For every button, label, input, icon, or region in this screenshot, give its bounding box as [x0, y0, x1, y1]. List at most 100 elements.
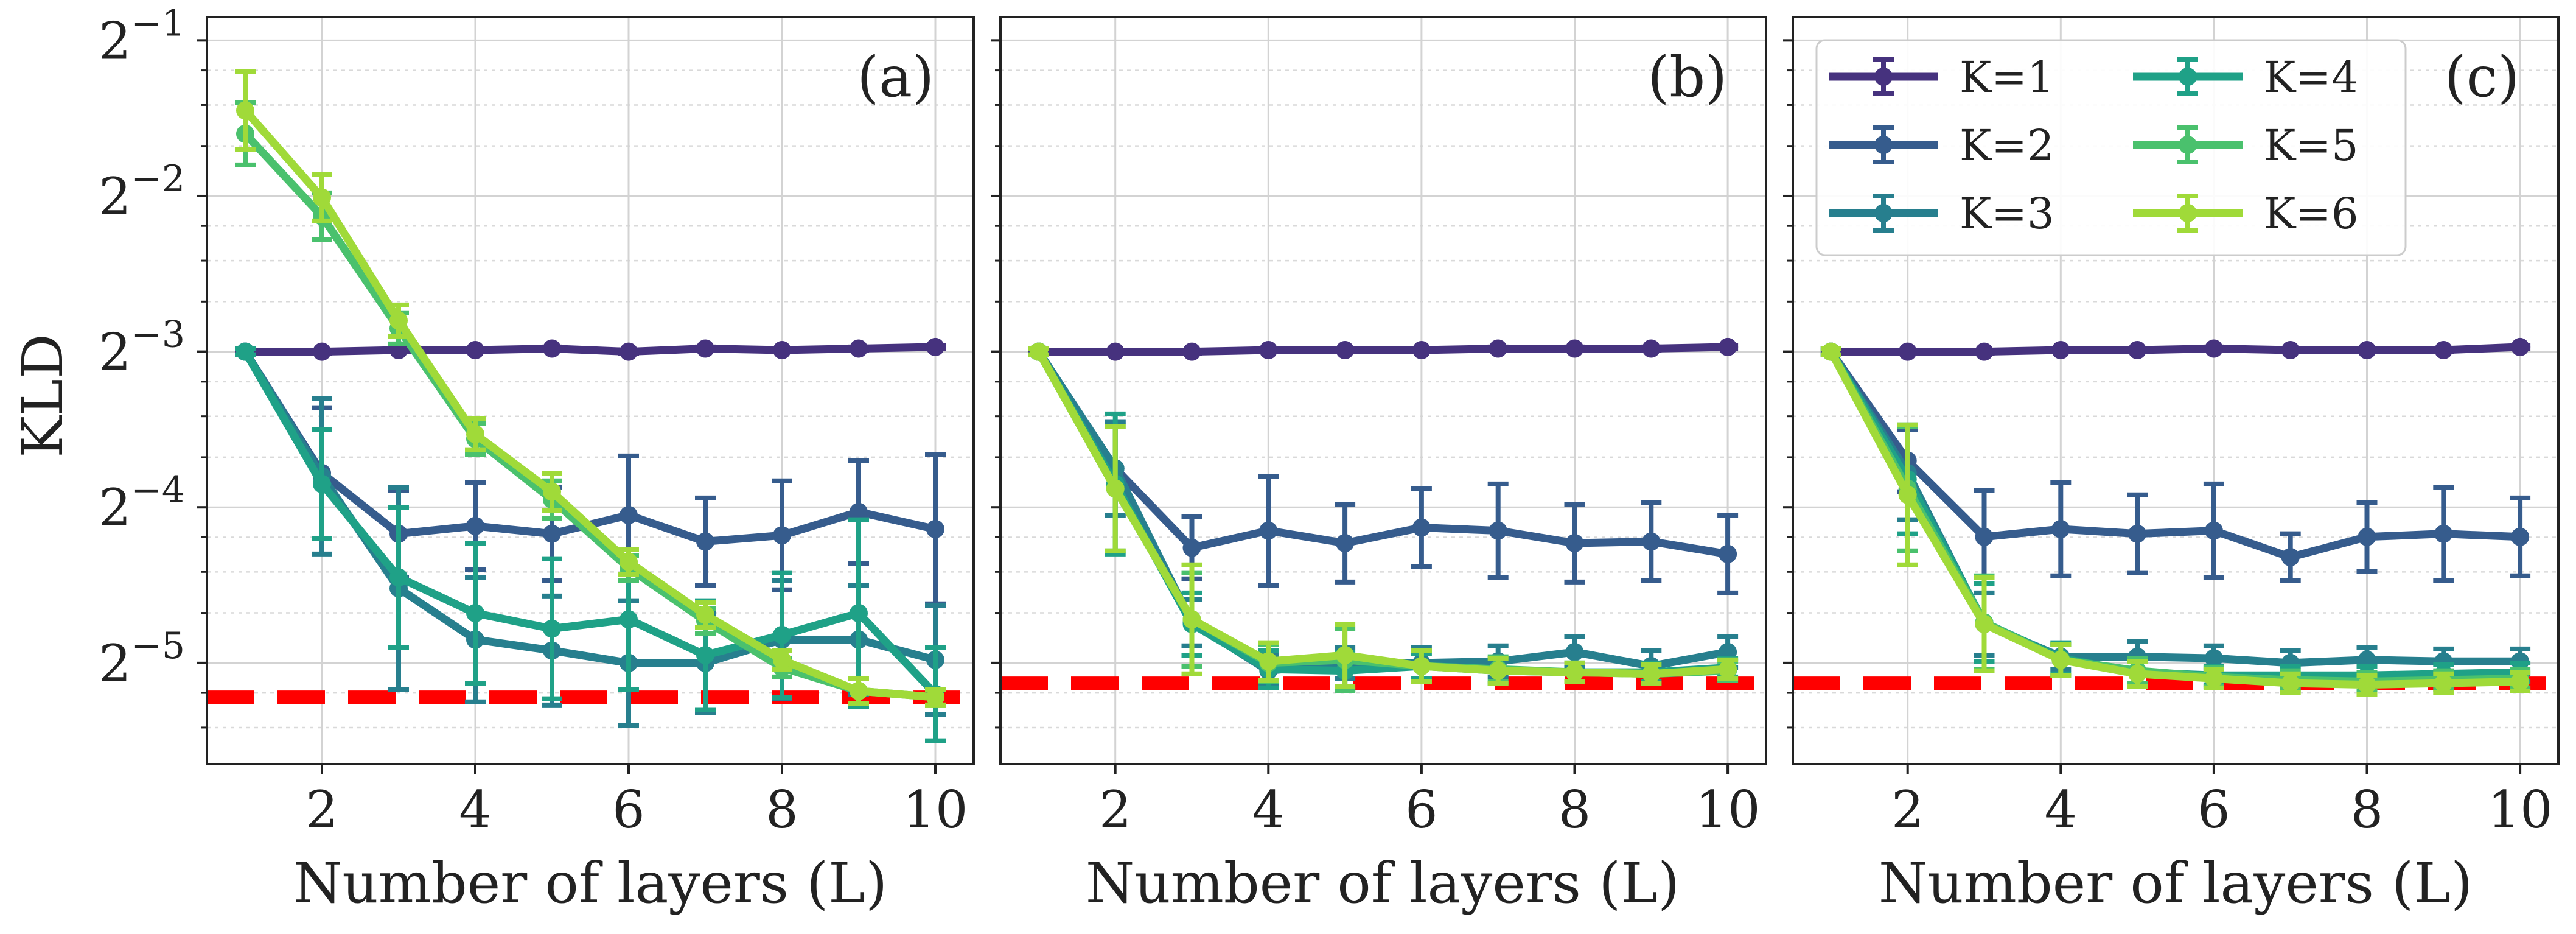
data-point [313, 474, 331, 493]
data-point [1565, 339, 1584, 358]
data-point [2511, 337, 2530, 356]
data-point [1719, 660, 1737, 679]
data-point [466, 425, 484, 444]
x-tick-label: 4 [459, 780, 491, 840]
series-k1-a [235, 337, 946, 361]
legend-item-k6: K=6 [2133, 189, 2358, 239]
legend-item-k2: K=2 [1829, 121, 2054, 170]
data-point [2281, 548, 2300, 567]
data-point [1029, 342, 1048, 361]
data-point [850, 604, 868, 623]
data-point [1719, 337, 1737, 356]
data-point [543, 619, 561, 638]
data-point [926, 337, 944, 356]
x-tick-label: 4 [2045, 780, 2077, 840]
y-ticks-a: 2−1 2−2 2−3 2−4 2−5 [99, 2, 207, 729]
data-point [773, 650, 791, 669]
legend-swatch-k6 [2133, 194, 2243, 233]
data-point [696, 646, 714, 665]
series-k1-c [1820, 337, 2531, 361]
series-k2-c [1820, 342, 2531, 586]
legend-marker [1874, 136, 1893, 154]
series-line [1035, 348, 1732, 676]
data-point [2281, 674, 2300, 693]
data-point [543, 339, 561, 358]
axes-frame-b [999, 16, 1767, 765]
data-point [2051, 341, 2070, 360]
legend-label-k6: K=6 [2264, 189, 2358, 239]
x-tick-label: 8 [2351, 780, 2383, 840]
data-point [2434, 341, 2453, 360]
data-point [773, 625, 791, 644]
x-tick-label: 2 [1891, 780, 1924, 840]
axes-frame-a [206, 16, 975, 765]
series-k4-c [1820, 342, 2531, 687]
legend-swatch-k5 [2133, 125, 2243, 164]
legend-marker [2179, 68, 2197, 86]
plot-area-a: 2 4 6 8 10 2−1 2−2 2−3 2−4 2−5 [99, 2, 975, 840]
data-point [773, 341, 791, 360]
legend-label-k5: K=5 [2264, 121, 2358, 170]
data-point [1182, 342, 1201, 361]
x-axis-label-b: Number of layers (L) [1086, 851, 1680, 916]
legend-label-k1: K=1 [1960, 52, 2054, 102]
data-point [1106, 342, 1125, 361]
data-point [620, 342, 638, 361]
data-point [1259, 341, 1278, 360]
data-point [926, 520, 944, 539]
x-tick-label: 4 [1252, 780, 1285, 840]
x-tick-label: 8 [766, 780, 798, 840]
data-point [2511, 527, 2530, 546]
data-point [1259, 652, 1278, 671]
data-point [2204, 521, 2223, 540]
x-tick-label: 10 [2488, 780, 2553, 840]
data-point [1642, 339, 1661, 358]
data-point [1336, 646, 1355, 665]
series-line [1827, 343, 2524, 356]
data-point [1642, 532, 1661, 551]
series-line [241, 343, 940, 356]
data-point [926, 688, 944, 707]
data-point [2128, 664, 2147, 683]
data-point [2358, 527, 2376, 546]
data-point [1489, 339, 1507, 358]
data-point [1719, 544, 1737, 563]
data-point [2434, 674, 2453, 693]
series-line [1035, 343, 1732, 356]
legend-swatch-k4 [2133, 57, 2243, 96]
data-point [1821, 342, 1840, 361]
legend-swatch-k3 [1829, 194, 1938, 233]
panel-b: 2 4 6 8 10 (b) Number of layers (L) [991, 16, 1767, 916]
y-tick-label: 2−2 [99, 158, 185, 226]
plot-area-c: 2 4 6 8 10 [1783, 16, 2560, 840]
series-line [1035, 348, 1732, 678]
panel-a: 2 4 6 8 10 2−1 2−2 2−3 2−4 2−5 (a) Number of laye… [10, 2, 975, 916]
data-point [850, 681, 868, 700]
series-k6-a [235, 69, 946, 708]
y-ticks-c [1783, 39, 1793, 729]
axes-frame-c [1792, 16, 2560, 765]
y-tick-label: 2−4 [99, 469, 185, 538]
data-point [2051, 650, 2070, 669]
x-tick-label: 6 [612, 780, 644, 840]
series-line [1035, 348, 1732, 558]
legend-item-k5: K=5 [2133, 121, 2358, 170]
y-tick-label: 2−5 [99, 625, 185, 693]
data-point [1975, 614, 1994, 633]
panel-label-a: (a) [857, 44, 934, 110]
data-point [1336, 341, 1355, 360]
y-tick-label: 2−1 [99, 2, 185, 71]
data-point [2204, 339, 2223, 358]
x-tick-label: 6 [1405, 780, 1437, 840]
data-point [389, 568, 408, 587]
data-point [1489, 661, 1507, 680]
data-point [2128, 524, 2147, 543]
data-point [466, 341, 484, 360]
series-line [241, 106, 940, 701]
data-point [313, 188, 331, 207]
data-point [1898, 342, 1917, 361]
x-tick-label: 6 [2197, 780, 2230, 840]
series-k2-b [1028, 342, 1739, 595]
data-point [389, 311, 408, 330]
x-ticks-a: 2 4 6 8 10 [305, 764, 968, 840]
